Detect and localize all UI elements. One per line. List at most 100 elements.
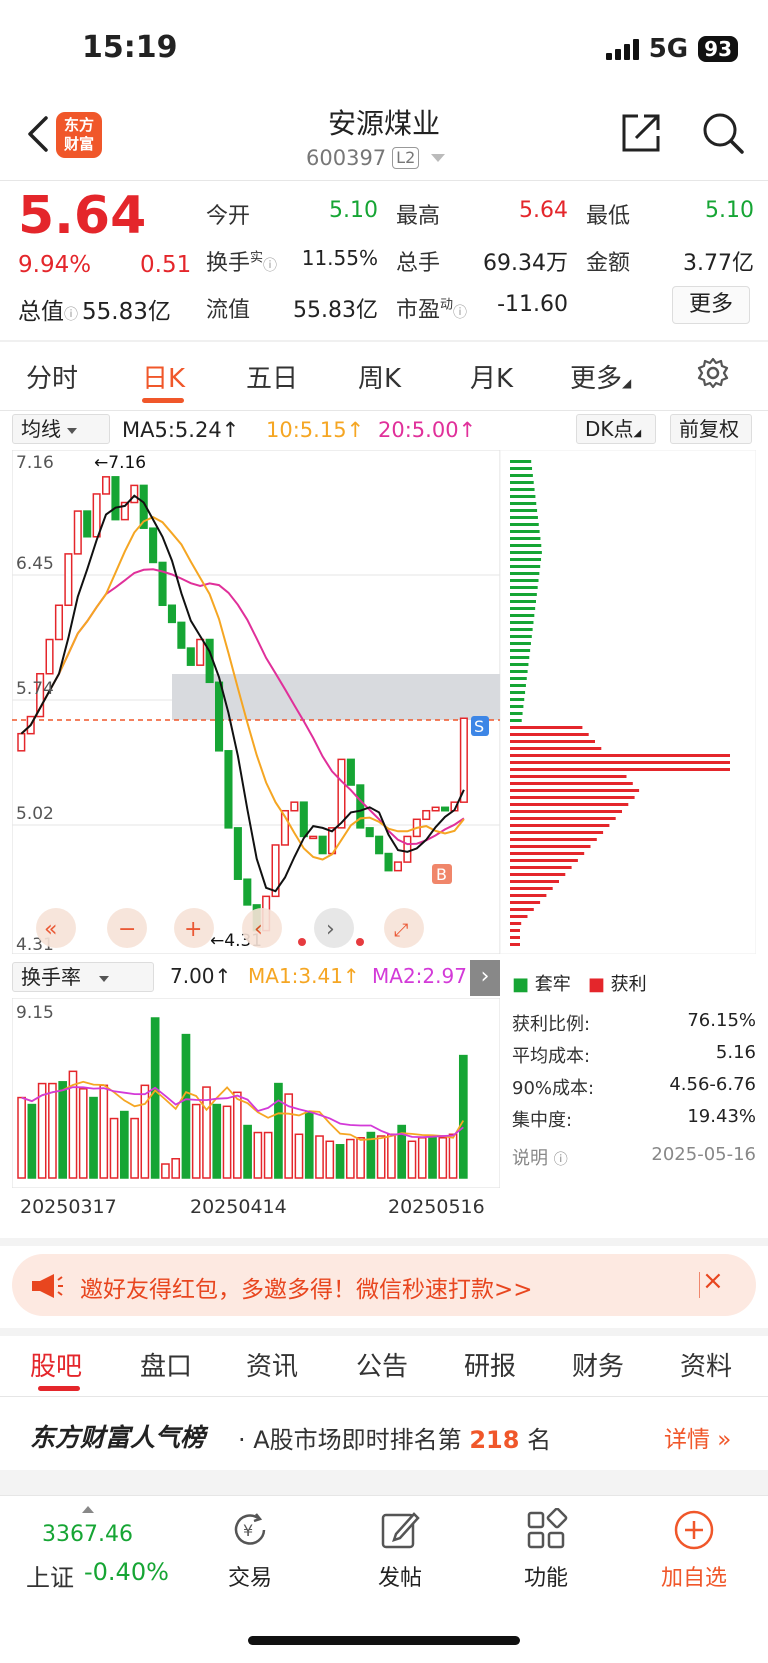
candle-up xyxy=(309,835,318,840)
tab-news[interactable]: 资讯 xyxy=(246,1352,299,1382)
cost90-value: 4.56-6.76 xyxy=(669,1074,756,1095)
pe-label: 市盈动ⓘ xyxy=(396,297,468,323)
chip-bar-profit xyxy=(510,845,591,848)
tab-five-day[interactable]: 五日 xyxy=(246,364,299,394)
watch-label[interactable]: 加自选 xyxy=(660,1566,727,1591)
invite-banner[interactable] xyxy=(12,1254,756,1316)
post-icon[interactable] xyxy=(378,1508,422,1552)
gear-icon[interactable] xyxy=(696,356,730,390)
chart-controls: « − + ‹ › ⤢ xyxy=(36,908,424,948)
candle-up xyxy=(337,758,346,829)
signal-icon xyxy=(605,38,639,60)
tab-profile[interactable]: 资料 xyxy=(680,1352,733,1382)
tab-announcements[interactable]: 公告 xyxy=(356,1352,409,1382)
dk-point-button[interactable]: DK点◢ xyxy=(576,414,656,444)
index-change[interactable]: -0.40% xyxy=(84,1558,169,1586)
stock-code-switcher[interactable]: 600397 L2 xyxy=(306,146,446,170)
tab-more[interactable]: 更多◢ xyxy=(570,364,632,394)
tab-finance[interactable]: 财务 xyxy=(572,1352,625,1382)
high-marker: ←7.16 xyxy=(94,453,146,473)
buy-signal[interactable] xyxy=(432,864,452,884)
tab-weekly-k[interactable]: 周K xyxy=(358,364,402,394)
expand-indicator-icon[interactable]: › xyxy=(470,960,500,996)
candle-down xyxy=(299,801,308,838)
sell-signal[interactable] xyxy=(471,716,489,736)
turnover-bar xyxy=(99,1084,109,1179)
tab-research[interactable]: 研报 xyxy=(464,1352,517,1382)
turnover-label: 换手实ⓘ xyxy=(206,250,278,276)
add-watchlist-icon[interactable] xyxy=(672,1508,716,1552)
turnover-bar xyxy=(345,1138,355,1179)
more-button[interactable]: 更多 xyxy=(672,286,750,324)
chip-bar-trapped xyxy=(510,495,536,498)
turnover-bar xyxy=(48,1082,57,1179)
low-value: 5.10 xyxy=(705,198,754,223)
indicator-select[interactable]: 换手率 xyxy=(12,962,154,992)
scroll-left-button[interactable] xyxy=(242,908,282,948)
scroll-right-button[interactable] xyxy=(314,908,354,948)
chip-bar-profit xyxy=(510,915,528,918)
turnover-bar xyxy=(37,1082,47,1179)
index-name[interactable]: 上证 xyxy=(26,1564,74,1592)
expand-up-icon[interactable] xyxy=(82,1506,94,1513)
close-icon[interactable]: × xyxy=(702,1266,724,1296)
stock-code: 600397 xyxy=(306,146,387,170)
level2-badge: L2 xyxy=(392,147,420,169)
back-icon[interactable] xyxy=(22,112,58,156)
search-icon[interactable] xyxy=(700,110,746,156)
trade-label[interactable]: 交易 xyxy=(227,1566,272,1591)
turnover-bar xyxy=(78,1088,88,1179)
tab-daily-k[interactable]: 日K xyxy=(142,364,186,394)
chip-note-link[interactable]: 说明 ⓘ xyxy=(512,1148,568,1169)
zoom-out-button[interactable] xyxy=(107,908,147,948)
price-tick-2: 6.45 xyxy=(16,554,54,574)
chevron-down-icon xyxy=(431,154,446,162)
turnover-chart[interactable]: 9.15 xyxy=(12,998,500,1188)
post-label[interactable]: 发帖 xyxy=(377,1566,422,1591)
trade-icon[interactable]: ¥ xyxy=(228,1508,272,1552)
tab-forum[interactable]: 股吧 xyxy=(30,1352,83,1382)
chip-bar-profit xyxy=(510,908,534,911)
cost90-label: 90%成本: xyxy=(512,1078,595,1099)
candle-up xyxy=(431,806,440,812)
tab-orderbook[interactable]: 盘口 xyxy=(140,1352,193,1382)
chip-bar-profit xyxy=(510,831,604,834)
banner-text[interactable]: 邀好友得红包，多邀多得！微信秒速打款>> xyxy=(80,1277,533,1303)
rewind-fast-button[interactable] xyxy=(36,908,76,948)
zoom-in-button[interactable] xyxy=(174,908,214,948)
volume-value: 69.34万 xyxy=(483,251,568,276)
rank-detail-link[interactable]: 详情 » xyxy=(664,1427,732,1453)
index-value[interactable]: 3367.46 xyxy=(42,1522,133,1547)
share-icon[interactable] xyxy=(616,108,666,158)
turnover-ma1: MA1:3.41↑ xyxy=(248,964,360,988)
kline-chart[interactable]: 7.16 6.45 5.74 5.02 4.31 ←7.16 ←4.31 S B… xyxy=(12,450,500,954)
open-value: 5.10 xyxy=(329,198,378,223)
turnover-bar xyxy=(407,1140,417,1179)
ma10-value: 10:5.15↑ xyxy=(266,418,365,442)
candle-down xyxy=(111,476,120,521)
date-tick-1: 20250317 xyxy=(20,1196,117,1218)
apps-icon[interactable] xyxy=(524,1508,568,1552)
chip-bar-profit xyxy=(510,922,522,925)
status-time: 15:19 xyxy=(82,30,178,65)
candle-up xyxy=(45,638,54,675)
volume-label: 总手 xyxy=(396,251,441,276)
tab-monthly-k[interactable]: 月K xyxy=(470,364,514,394)
ma-select[interactable]: 均线 xyxy=(12,414,110,444)
fullscreen-button[interactable] xyxy=(384,908,424,948)
chip-bar-profit xyxy=(510,817,616,820)
candle-up xyxy=(459,717,468,803)
svg-text:«: « xyxy=(44,917,57,942)
func-label[interactable]: 功能 xyxy=(523,1566,568,1591)
low-label: 最低 xyxy=(586,204,631,229)
turnover-bar xyxy=(366,1131,376,1179)
profit-ratio-label: 获利比例: xyxy=(512,1014,591,1035)
chip-bar-trapped xyxy=(510,579,539,582)
candle-down xyxy=(243,878,252,906)
adjust-button[interactable]: 前复权 xyxy=(670,414,752,444)
tab-intraday[interactable]: 分时 xyxy=(26,364,79,394)
ma5-value: MA5:5.24↑ xyxy=(122,418,240,442)
avg-cost-value: 5.16 xyxy=(715,1042,756,1063)
candle-down xyxy=(177,621,186,649)
turnover-bar xyxy=(119,1110,129,1179)
